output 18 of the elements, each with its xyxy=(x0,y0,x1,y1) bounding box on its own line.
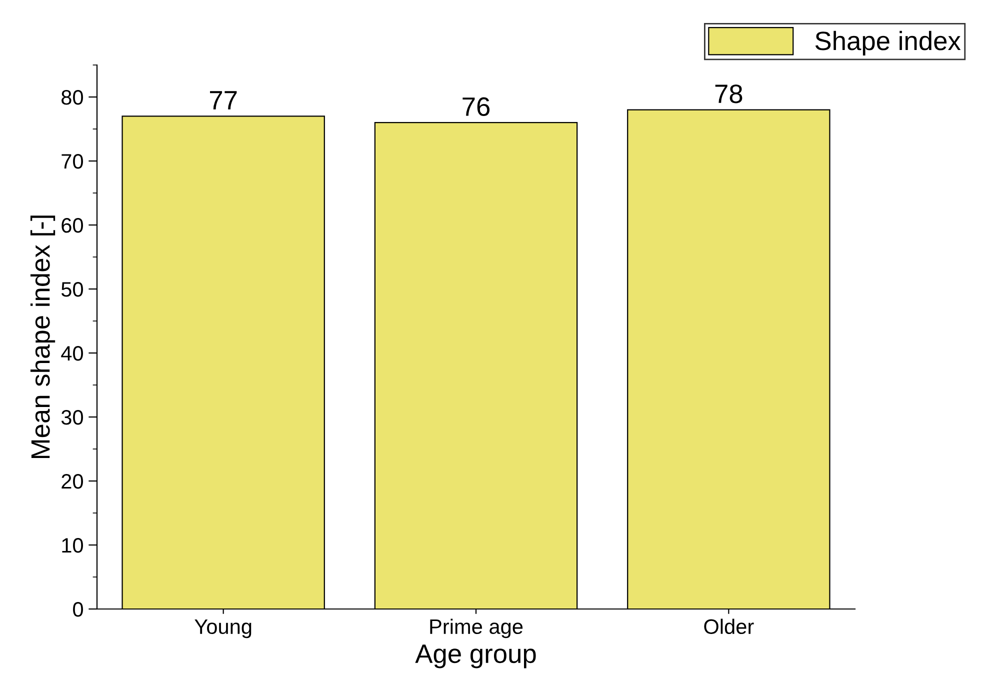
y-tick-label: 30 xyxy=(61,410,83,425)
x-tick-label: Older xyxy=(704,618,754,634)
y-tick-label: 20 xyxy=(62,474,83,489)
x-tick-label: Prime age xyxy=(430,618,523,638)
x-axis-title: Age group xyxy=(415,644,536,668)
data-label: 76 xyxy=(462,97,490,116)
y-tick-label: 80 xyxy=(62,90,83,105)
y-tick-label: 0 xyxy=(73,602,83,617)
data-label: 77 xyxy=(210,91,237,110)
y-tick-label: 50 xyxy=(61,282,83,297)
data-label: 78 xyxy=(715,84,742,104)
x-tick-label: Young xyxy=(194,619,252,638)
y-tick-label: 70 xyxy=(62,154,83,169)
y-tick-label: 60 xyxy=(62,218,83,233)
y-axis-title: Mean shape index [-] xyxy=(30,216,56,458)
y-tick-label: 40 xyxy=(61,346,83,361)
legend-label: Shape index xyxy=(815,30,961,56)
y-tick-label: 10 xyxy=(62,538,83,553)
